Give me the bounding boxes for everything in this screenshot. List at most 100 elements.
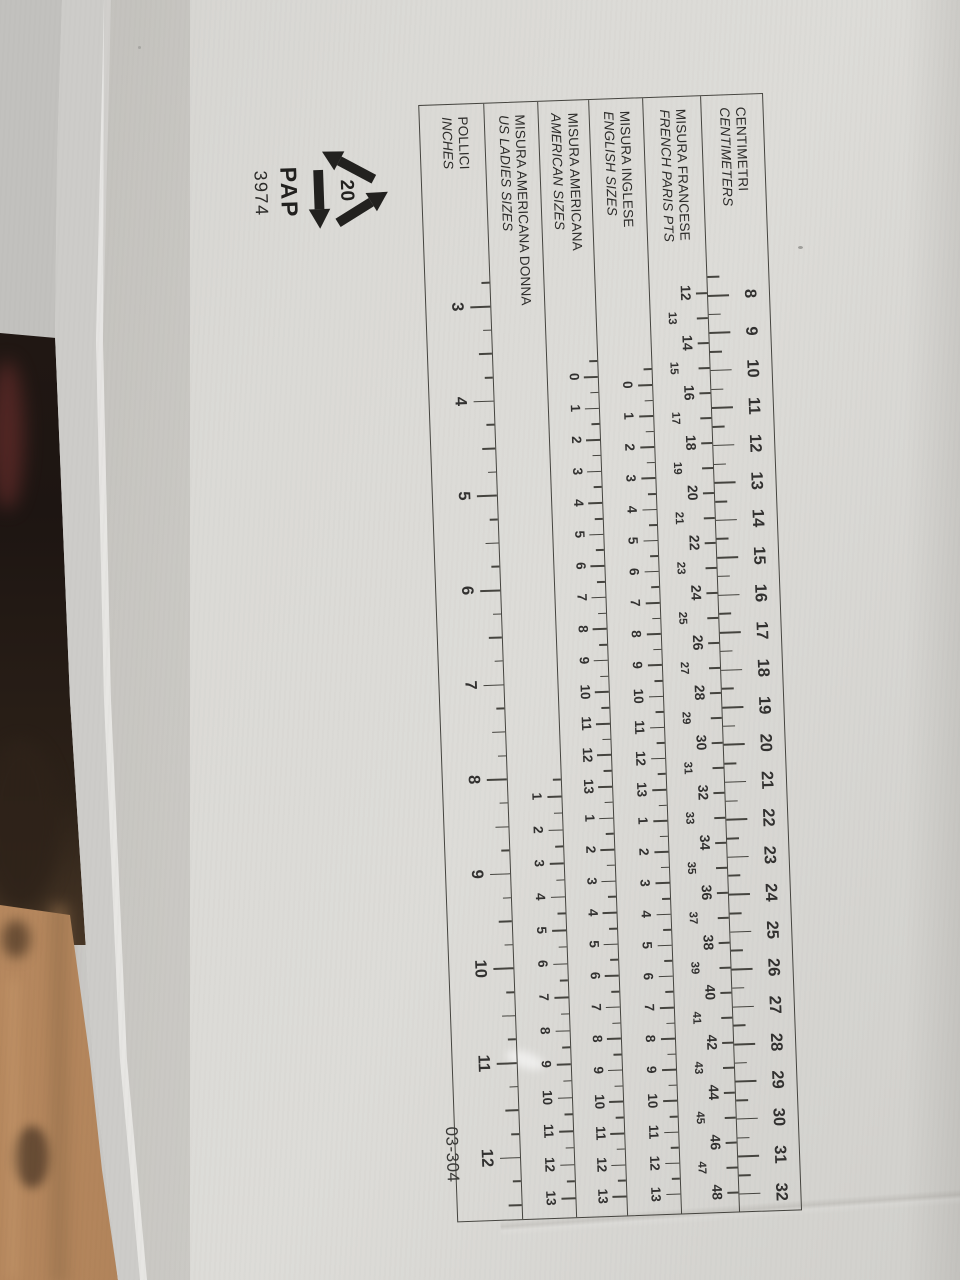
scale-number: 35 — [684, 861, 698, 875]
scale-tick — [591, 596, 606, 599]
scale-tick — [728, 874, 741, 877]
english-label: MISURA INGLESE ENGLISH SIZES — [600, 111, 637, 229]
scale-tick — [725, 1141, 737, 1144]
wood-knot — [14, 1126, 50, 1188]
scale-tick — [738, 1174, 751, 1177]
scale-tick — [729, 912, 742, 915]
american-label: MISURA AMERICANA AMERICAN SIZES — [547, 112, 585, 251]
scale-tick — [512, 1180, 521, 1183]
scale-number: 7 — [627, 598, 643, 607]
scale-number: 31 — [770, 1144, 790, 1164]
dust-speck — [138, 46, 141, 49]
scale-number: 15 — [667, 361, 680, 375]
scale-number: 0 — [619, 380, 636, 389]
scale-tick — [724, 1116, 736, 1119]
scale-tick — [502, 1015, 516, 1018]
scale-tick — [709, 350, 723, 353]
scale-tick — [598, 785, 613, 788]
scale-number: 12 — [542, 1156, 558, 1173]
scale-tick — [502, 896, 511, 899]
scale-tick — [650, 726, 665, 729]
scale-number: 21 — [672, 511, 686, 525]
scale-tick — [723, 743, 745, 746]
scale-number: 34 — [696, 834, 714, 851]
scale-number: 10 — [743, 358, 762, 378]
scale-number: 31 — [681, 761, 694, 775]
scale-tick — [698, 367, 710, 370]
scale-tick — [594, 691, 609, 694]
scale-number: 11 — [645, 1124, 662, 1140]
scale-tick — [719, 612, 732, 615]
scale-number: 3 — [637, 878, 653, 888]
scale-tick — [497, 754, 506, 757]
scale-number: 17 — [752, 620, 772, 640]
scale-tick — [607, 896, 616, 898]
scale-tick — [654, 679, 663, 682]
scale-number: 2 — [583, 845, 599, 854]
scale-tick — [645, 430, 654, 433]
scale-tick — [552, 778, 561, 781]
scale-tick — [559, 1130, 574, 1133]
scale-number: 24 — [761, 882, 781, 902]
scale-tick — [485, 542, 499, 545]
scale-number: 41 — [690, 1011, 703, 1025]
scale-number: 2 — [636, 847, 652, 856]
scale-number: 1 — [635, 816, 651, 825]
scale-number: 4 — [624, 505, 640, 514]
scale-number: 33 — [683, 811, 696, 825]
scale-tick — [721, 687, 734, 690]
scale-tick — [593, 486, 602, 489]
scale-number: 2 — [622, 443, 638, 452]
scale-tick — [589, 533, 604, 536]
scale-tick — [658, 804, 667, 807]
scale-number: 13 — [580, 778, 597, 795]
recycling-mark: 20 PAP 3974 — [248, 129, 400, 254]
scale-tick — [717, 556, 739, 559]
scale-number: 16 — [681, 384, 698, 401]
scale-tick — [558, 946, 567, 948]
scale-tick — [563, 1080, 572, 1082]
right-edge-shadow — [905, 0, 960, 1280]
scale-tick — [557, 1096, 572, 1099]
scale-number: 10 — [471, 959, 490, 979]
scale-number: 1 — [621, 412, 637, 421]
scale-tick — [722, 1066, 735, 1069]
scale-tick — [553, 812, 563, 815]
scale-tick — [555, 1029, 570, 1032]
french-label: MISURA FRANCESE FRENCH PARIS PTS — [656, 109, 694, 243]
scale-number: 23 — [674, 561, 687, 575]
scale-tick — [723, 725, 736, 728]
product-code: 03-304 — [441, 1126, 463, 1183]
scale-tick — [654, 851, 669, 854]
scale-number: 14 — [748, 508, 768, 528]
scale-tick — [722, 1041, 734, 1044]
scale-tick — [720, 991, 732, 994]
scale-tick — [564, 1113, 573, 1116]
scale-number: 11 — [540, 1123, 557, 1139]
scale-number: 12 — [594, 1157, 610, 1173]
scale-number: 13 — [633, 781, 650, 798]
scale-tick — [709, 331, 731, 335]
scale-tick — [560, 1163, 575, 1166]
scale-number: 3 — [531, 859, 547, 868]
us-ladies-label: MISURA AMERICANA DONNA US LADIES SIZES — [495, 114, 534, 306]
scale-tick — [647, 492, 656, 495]
scale-tick — [717, 575, 730, 578]
scale-tick — [714, 816, 726, 819]
scale-tick — [557, 912, 566, 915]
scale-tick — [699, 392, 711, 394]
scale-number: 10 — [644, 1093, 661, 1109]
scale-tick — [616, 1148, 625, 1151]
scale-tick — [556, 1063, 571, 1066]
scale-tick — [660, 866, 669, 869]
scale-tick — [584, 407, 599, 410]
scale-tick — [709, 666, 721, 669]
recycling-material: PAP — [275, 166, 304, 219]
scale-tick — [701, 441, 713, 444]
scale-tick — [638, 384, 653, 387]
scale-number: 5 — [454, 491, 474, 501]
recycling-number: 20 — [335, 179, 358, 203]
scale-tick — [719, 966, 731, 969]
